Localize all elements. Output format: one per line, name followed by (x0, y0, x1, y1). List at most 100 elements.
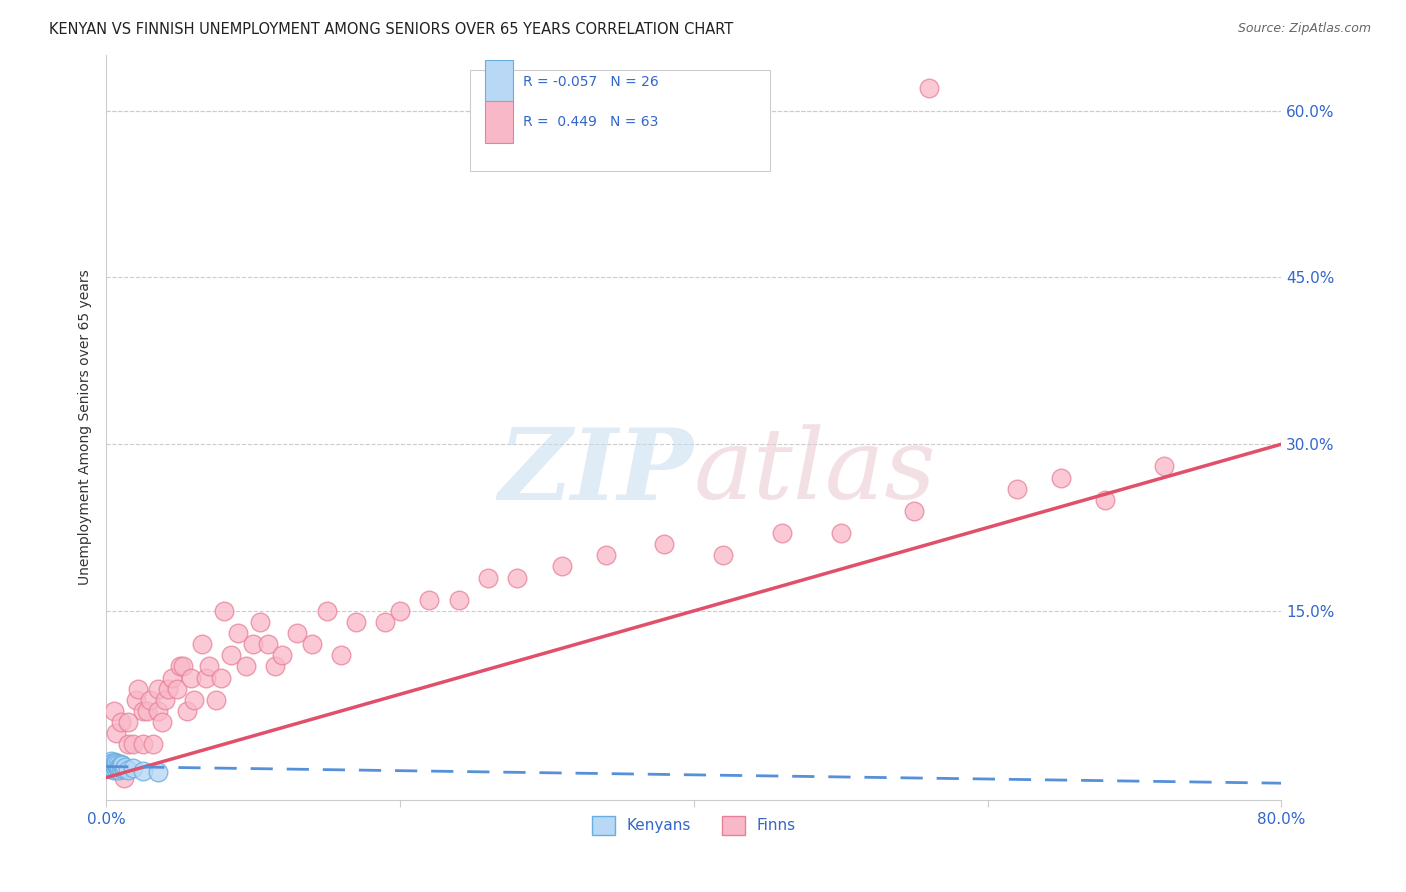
Point (114, 759, 136, 773)
Point (108, 763, 131, 777)
Point (112, 762, 135, 776)
Point (228, 626, 250, 640)
Text: atlas: atlas (693, 425, 936, 520)
Point (142, 737, 165, 751)
Point (103, 763, 125, 777)
Point (101, 761, 124, 775)
Point (242, 637, 264, 651)
Point (209, 671, 232, 685)
Point (195, 671, 218, 685)
Point (374, 615, 396, 629)
Point (156, 681, 179, 696)
Point (110, 714, 132, 729)
Point (315, 604, 337, 618)
Point (105, 762, 128, 776)
Text: Source: ZipAtlas.com: Source: ZipAtlas.com (1237, 22, 1371, 36)
Point (101, 756, 124, 771)
Point (176, 704, 198, 718)
Point (205, 693, 228, 707)
Point (100, 754, 122, 768)
Point (153, 693, 176, 707)
Point (212, 604, 235, 618)
Point (132, 764, 155, 778)
Point (136, 704, 159, 718)
Point (166, 681, 188, 696)
Point (264, 659, 287, 673)
Point (117, 737, 139, 751)
Point (105, 756, 128, 771)
Point (139, 693, 162, 707)
Point (121, 737, 143, 751)
Point (117, 714, 139, 729)
Point (100, 762, 122, 776)
Point (104, 759, 127, 773)
Point (107, 757, 129, 772)
Point (1005, 482, 1028, 496)
Point (146, 704, 169, 718)
Point (418, 592, 440, 607)
Point (98, 757, 121, 772)
Point (110, 761, 132, 775)
FancyBboxPatch shape (471, 70, 770, 170)
Point (97, 759, 120, 773)
Point (219, 648, 242, 663)
Point (595, 549, 617, 563)
Point (146, 765, 169, 780)
Point (124, 693, 146, 707)
Point (105, 758, 128, 772)
Point (108, 759, 131, 773)
Point (1094, 492, 1116, 507)
Point (447, 592, 470, 607)
Point (506, 570, 529, 584)
Point (146, 681, 169, 696)
Text: ZIP: ZIP (499, 424, 693, 520)
Y-axis label: Unemployment Among Seniors over 65 years: Unemployment Among Seniors over 65 years (79, 269, 93, 585)
Point (770, 526, 793, 541)
Point (111, 758, 134, 772)
Point (388, 604, 411, 618)
Point (1050, 470, 1073, 484)
Legend: Kenyans, Finns: Kenyans, Finns (585, 810, 801, 840)
Point (330, 648, 353, 663)
Point (249, 615, 271, 629)
Point (127, 681, 149, 696)
Point (110, 757, 132, 772)
Point (105, 726, 128, 740)
Point (256, 637, 278, 651)
Point (1153, 459, 1175, 474)
Point (235, 659, 257, 673)
Point (107, 761, 129, 775)
Point (183, 693, 205, 707)
Text: R = -0.057   N = 26: R = -0.057 N = 26 (523, 75, 659, 88)
Point (132, 737, 155, 751)
Point (654, 537, 676, 551)
Point (180, 671, 202, 685)
Point (103, 704, 125, 718)
Point (198, 659, 221, 673)
Point (903, 504, 925, 518)
Point (830, 526, 852, 541)
Point (190, 637, 212, 651)
Point (172, 659, 194, 673)
Point (711, 549, 734, 563)
Point (918, 81, 941, 95)
Point (132, 704, 155, 718)
Point (285, 626, 308, 640)
Point (103, 758, 125, 772)
Point (162, 671, 184, 685)
Point (271, 648, 294, 663)
Point (344, 615, 367, 629)
Text: R =  0.449   N = 63: R = 0.449 N = 63 (523, 115, 659, 128)
FancyBboxPatch shape (485, 101, 513, 143)
Text: KENYAN VS FINNISH UNEMPLOYMENT AMONG SENIORS OVER 65 YEARS CORRELATION CHART: KENYAN VS FINNISH UNEMPLOYMENT AMONG SEN… (49, 22, 734, 37)
Point (477, 570, 499, 584)
Point (117, 763, 139, 777)
Point (150, 714, 173, 729)
Point (550, 559, 572, 574)
FancyBboxPatch shape (485, 61, 513, 103)
Point (301, 637, 323, 651)
Point (104, 755, 127, 769)
Point (169, 659, 191, 673)
Point (112, 771, 135, 785)
Point (121, 761, 143, 775)
